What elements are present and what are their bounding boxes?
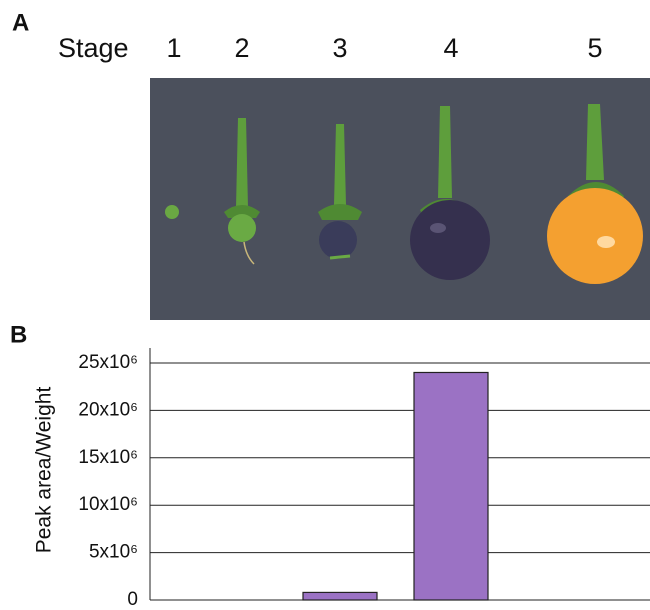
- stage-number: 2: [234, 33, 249, 63]
- panel-label-a: A: [12, 9, 29, 36]
- bar: [303, 592, 377, 600]
- panel-label-b: B: [10, 321, 27, 348]
- y-tick-label: 20x10⁶: [78, 399, 138, 420]
- stage-number: 1: [166, 33, 181, 63]
- y-tick-label: 25x10⁶: [78, 352, 138, 373]
- y-tick-label: 0: [127, 589, 138, 610]
- photo: [150, 78, 650, 320]
- stage-number: 5: [587, 33, 602, 63]
- y-axis-title: Peak area/Weight: [33, 387, 56, 554]
- stage-number: 3: [332, 33, 347, 63]
- y-tick-label: 15x10⁶: [78, 447, 138, 468]
- stage-label: Stage: [58, 33, 129, 63]
- bar: [414, 372, 488, 600]
- y-tick-label: 10x10⁶: [78, 494, 138, 515]
- figure: A Stage B Peak area/Weight 1 2 3 4 5 0 5x10⁶ 10…: [0, 0, 650, 610]
- y-tick-label: 5x10⁶: [89, 542, 138, 563]
- stage-number: 4: [443, 33, 458, 63]
